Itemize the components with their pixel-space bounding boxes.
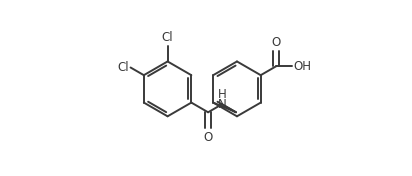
Text: OH: OH	[293, 60, 311, 73]
Text: Cl: Cl	[162, 31, 173, 44]
Text: O: O	[272, 36, 281, 49]
Text: Cl: Cl	[117, 61, 129, 74]
Text: N: N	[218, 98, 227, 111]
Text: H: H	[218, 88, 227, 101]
Text: O: O	[204, 131, 213, 144]
